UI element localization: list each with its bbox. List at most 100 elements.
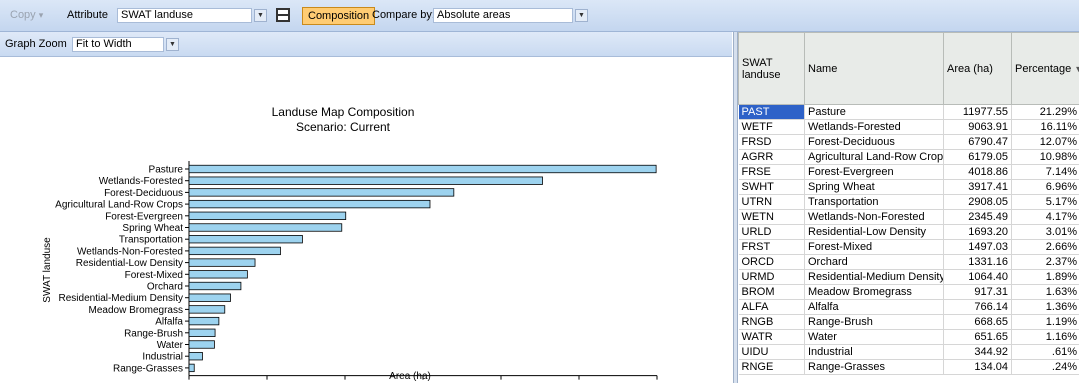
landuse-name-cell: Range-Brush — [804, 314, 944, 330]
landuse-code-cell: URMD — [738, 269, 805, 285]
area-cell: 1331.16 — [943, 254, 1012, 270]
landuse-name-cell: Range-Grasses — [804, 359, 944, 375]
table-row[interactable]: PAST Pasture 11977.55 21.29% — [738, 104, 1079, 120]
landuse-code-cell: URLD — [738, 224, 805, 240]
area-cell: 134.04 — [943, 359, 1012, 375]
attribute-select[interactable]: SWAT landuse — [117, 8, 252, 23]
percentage-cell: 1.63% — [1011, 284, 1079, 300]
table-row[interactable]: FRSD Forest-Deciduous 6790.47 12.07% — [738, 134, 1079, 150]
column-header-area[interactable]: Area (ha) — [943, 32, 1012, 105]
percentage-cell: .61% — [1011, 344, 1079, 360]
y-tick-label: Range-Brush — [124, 328, 183, 339]
table-row[interactable]: FRST Forest-Mixed 1497.03 2.66% — [738, 239, 1079, 255]
column-header-percentage-label: Percentage — [1015, 62, 1072, 75]
percentage-cell: 4.17% — [1011, 209, 1079, 225]
table-row[interactable]: WATR Water 651.65 1.16% — [738, 329, 1079, 345]
landuse-name-cell: Alfalfa — [804, 299, 944, 315]
bar — [188, 305, 226, 314]
split-layout-icon[interactable] — [276, 8, 290, 22]
landuse-name-cell: Residential-Low Density — [804, 224, 944, 240]
table-row[interactable]: AGRR Agricultural Land-Row Crops 6179.05 10… — [738, 149, 1079, 165]
table-row[interactable]: ALFA Alfalfa 766.14 1.36% — [738, 299, 1079, 315]
y-tick-label: Wetlands-Non-Forested — [77, 246, 183, 257]
landuse-code-cell: BROM — [738, 284, 805, 300]
landuse-bar-chart: Landuse Map Composition Scenario: Curren… — [42, 105, 671, 383]
graph-zoom-select[interactable]: Fit to Width — [72, 37, 164, 52]
bar — [188, 199, 431, 209]
table-row[interactable]: SWHT Spring Wheat 3917.41 6.96% — [738, 179, 1079, 195]
percentage-cell: 6.96% — [1011, 179, 1079, 195]
attribute-dropdown-button[interactable]: ▼ — [254, 9, 267, 22]
table-row[interactable]: UIDU Industrial 344.92.61% — [738, 344, 1079, 360]
landuse-code-cell: RNGB — [738, 314, 805, 330]
column-header-code[interactable]: SWAT landuse — [738, 32, 805, 105]
landuse-code-cell: WETN — [738, 209, 805, 225]
graph-zoom-dropdown-button[interactable]: ▼ — [166, 38, 179, 51]
landuse-name-cell: Forest-Mixed — [804, 239, 944, 255]
y-tick-label: Forest-Deciduous — [104, 188, 183, 199]
table-row[interactable]: RNGE Range-Grasses 134.04.24% — [738, 359, 1079, 375]
landuse-name-cell: Industrial — [804, 344, 944, 360]
bar — [188, 211, 347, 220]
table-row[interactable]: ORCD Orchard 1331.16 2.37% — [738, 254, 1079, 270]
landuse-code-cell: UTRN — [738, 194, 805, 210]
y-tick-label: Agricultural Land-Row Crops — [55, 200, 183, 211]
percentage-cell: 1.19% — [1011, 314, 1079, 330]
composition-table: SWAT landuse Name Area (ha) Percentage ▼ … — [738, 32, 1079, 383]
bar — [188, 352, 203, 361]
copy-button[interactable]: Copy ▾ — [10, 0, 43, 31]
y-tick-label: Range-Grasses — [113, 363, 183, 374]
landuse-name-cell: Forest-Deciduous — [804, 134, 944, 150]
bar — [188, 176, 543, 185]
table-row[interactable]: RNGB Range-Brush 668.65 1.19% — [738, 314, 1079, 330]
table-row[interactable]: WETN Wetlands-Non-Forested 2345.49 4.17% — [738, 209, 1079, 225]
composition-button[interactable]: Composition — [302, 7, 376, 25]
bar — [188, 258, 256, 267]
landuse-code-cell: FRSE — [738, 164, 805, 180]
table-row[interactable]: BROM Meadow Bromegrass 917.31 1.63% — [738, 284, 1079, 300]
column-header-code-label: SWAT landuse — [742, 56, 781, 81]
area-cell: 766.14 — [943, 299, 1012, 315]
bar — [188, 316, 220, 326]
graph-zoom-bar: Graph Zoom Fit to Width ▼ — [0, 32, 732, 57]
column-header-percentage[interactable]: Percentage ▼ — [1011, 32, 1079, 105]
y-tick-label: Forest-Mixed — [125, 270, 183, 281]
table-row[interactable]: URMD Residential-Medium Density 1064.40 1.8… — [738, 269, 1079, 285]
table-row[interactable]: UTRN Transportation 2908.05 5.17% — [738, 194, 1079, 210]
percentage-cell: 3.01% — [1011, 224, 1079, 240]
table-row[interactable]: URLD Residential-Low Density 1693.20 3.01% — [738, 224, 1079, 240]
landuse-code-cell: PAST — [738, 104, 805, 120]
y-tick-label: Transportation — [119, 235, 183, 246]
area-cell: 6179.05 — [943, 149, 1012, 165]
y-tick-label: Forest-Evergreen — [105, 211, 183, 222]
column-header-name-label: Name — [808, 62, 838, 75]
area-cell: 651.65 — [943, 329, 1012, 345]
table-row[interactable]: WETF Wetlands-Forested 9063.91 16.11% — [738, 119, 1079, 135]
landuse-code-cell: ORCD — [738, 254, 805, 270]
area-cell: 1064.40 — [943, 269, 1012, 285]
compare-by-dropdown-button[interactable]: ▼ — [575, 9, 588, 22]
y-tick-label: Residential-Medium Density — [59, 293, 184, 304]
landuse-name-cell: Agricultural Land-Row Crops — [804, 149, 944, 165]
area-cell: 917.31 — [943, 284, 1012, 300]
bar — [188, 188, 455, 197]
table-row[interactable]: FRSE Forest-Evergreen 4018.86 7.14% — [738, 164, 1079, 180]
bar — [188, 164, 657, 174]
area-cell: 4018.86 — [943, 164, 1012, 180]
landuse-code-cell: FRST — [738, 239, 805, 255]
compare-by-select[interactable]: Absolute areas — [433, 8, 573, 23]
percentage-cell: 2.37% — [1011, 254, 1079, 270]
chart-title: Landuse Map Composition — [272, 105, 415, 119]
landuse-name-cell: Residential-Medium Density — [804, 269, 944, 285]
bar — [188, 281, 242, 291]
landuse-code-cell: WETF — [738, 119, 805, 135]
column-header-name[interactable]: Name — [804, 32, 944, 105]
percentage-cell: 12.07% — [1011, 134, 1079, 150]
x-axis-label: Area (ha) — [389, 371, 431, 382]
chart-pane: Graph Zoom Fit to Width ▼ Landuse Map Co… — [0, 32, 732, 383]
toolbar: Copy ▾ Attribute SWAT landuse ▼ Composit… — [0, 0, 1079, 32]
graph-zoom-label: Graph Zoom — [5, 38, 67, 50]
area-cell: 6790.47 — [943, 134, 1012, 150]
landuse-code-cell: RNGE — [738, 359, 805, 375]
pane-splitter[interactable] — [733, 32, 738, 383]
